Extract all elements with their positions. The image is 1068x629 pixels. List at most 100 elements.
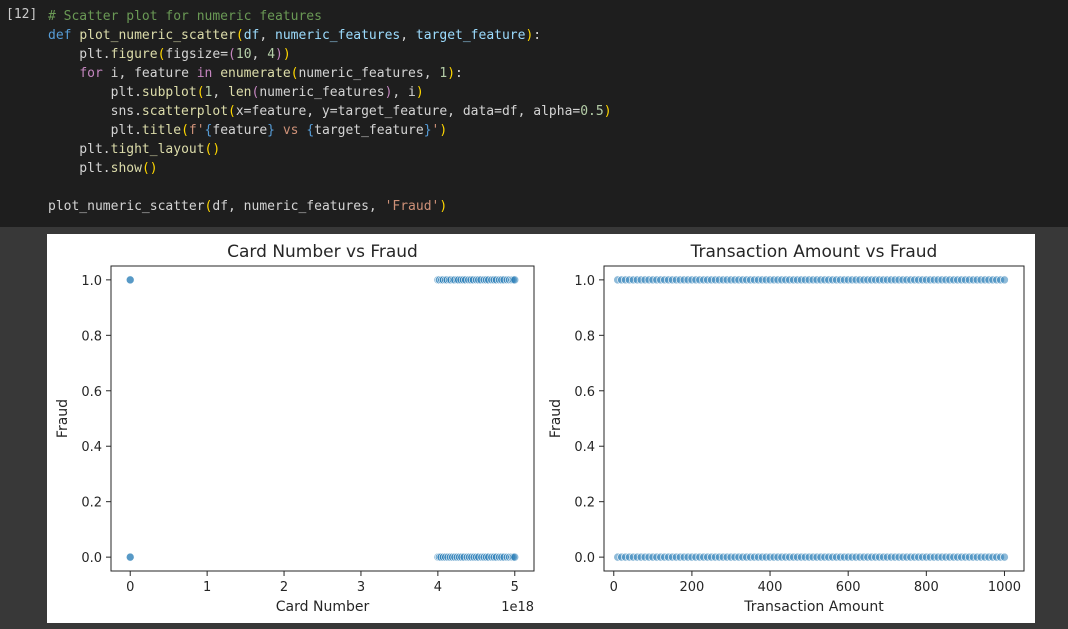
- code-token: for: [79, 66, 111, 81]
- code-token: {: [204, 123, 213, 138]
- code-token: ): [415, 85, 424, 100]
- code-token: plot_numeric_scatter: [48, 199, 205, 214]
- code-token: ): [384, 85, 393, 100]
- code-token: plt.: [48, 85, 142, 100]
- x-tick-label: 3: [357, 580, 365, 595]
- y-tick-label: 0.4: [81, 440, 102, 455]
- code-token: (: [157, 47, 166, 62]
- code-token: 1: [204, 85, 213, 100]
- y-tick-label: 1.0: [574, 274, 595, 289]
- scatter-point: [1000, 552, 1009, 562]
- code-token: df: [243, 28, 260, 43]
- code-token: feature: [212, 123, 268, 138]
- code-token: }: [267, 123, 275, 138]
- code-token: (: [228, 47, 236, 62]
- cell-output: 0 1 2 3 4 5 0.0 0.2 0.4 0.6 0.8 1.0 Card Number vs F…: [47, 234, 1035, 623]
- code-token: 4: [267, 47, 276, 62]
- code-token: numeric_features,: [298, 66, 440, 81]
- code-token: f': [188, 123, 205, 138]
- chart-title: Transaction Amount vs Fraud: [690, 242, 938, 262]
- axes-frame: [110, 265, 535, 572]
- code-token: target_feature: [314, 123, 424, 138]
- chart-title: Card Number vs Fraud: [227, 242, 418, 262]
- code-line: sns.scatterplot(x=feature, y=target_feat…: [48, 102, 612, 121]
- code-token: target_feature: [415, 28, 526, 43]
- code-token: 1: [439, 66, 448, 81]
- code-token: plt.: [48, 142, 111, 157]
- code-token: :: [533, 28, 542, 43]
- code-token: figure: [110, 47, 158, 62]
- x-axis-label: Card Number: [276, 599, 370, 615]
- scatter-point: [510, 275, 520, 285]
- code-token: ): [282, 47, 291, 62]
- axes-frame: [603, 265, 1025, 572]
- code-token: (: [290, 66, 299, 81]
- code-line: [48, 178, 612, 197]
- y-tick-label: 0.4: [574, 440, 595, 455]
- y-tick-label: 0.8: [81, 329, 102, 344]
- code-token: (): [204, 142, 221, 157]
- code-token: }: [423, 123, 432, 138]
- code-token: show: [110, 161, 142, 176]
- code-token: ,: [212, 85, 229, 100]
- x-tick-label: 800: [914, 580, 939, 595]
- execution-count: [12]: [6, 7, 38, 22]
- scatter-point: [125, 275, 135, 285]
- code-line: plot_numeric_scatter(df, numeric_feature…: [48, 197, 612, 216]
- code-token: sns.: [48, 104, 142, 119]
- code-token: (: [204, 199, 213, 214]
- y-tick-label: 0.2: [81, 496, 102, 511]
- code-token: {: [306, 123, 315, 138]
- x-tick-label: 0: [126, 580, 134, 595]
- code-token: 10: [235, 47, 252, 62]
- code-token: # Scatter plot for numeric features: [48, 9, 322, 24]
- code-token: ,: [400, 28, 416, 43]
- scatter-points: [613, 275, 1009, 562]
- code-cell[interactable]: [12] # Scatter plot for numeric features…: [0, 0, 1068, 227]
- chart-1: 0 1 2 3 4 5 0.0 0.2 0.4 0.6 0.8 1.0 Card Number vs F…: [55, 242, 535, 615]
- y-tick-label: 0.0: [81, 551, 102, 566]
- x-tick-label: 400: [758, 580, 783, 595]
- x-axis-label: Transaction Amount: [743, 599, 884, 615]
- x-tick-label: 2: [280, 580, 288, 595]
- code-line: for i, feature in enumerate(numeric_feat…: [48, 64, 612, 83]
- code-token: plot_numeric_scatter: [79, 28, 236, 43]
- code-token: ): [439, 199, 448, 214]
- code-token: vs: [275, 123, 307, 138]
- code-token: [48, 66, 79, 81]
- y-tick-label: 1.0: [81, 274, 102, 289]
- code-token: enumerate: [220, 66, 291, 81]
- code-token: ): [439, 123, 448, 138]
- code-token: numeric_features: [259, 85, 385, 100]
- code-token: :: [455, 66, 463, 81]
- y-tick-label: 0.6: [574, 385, 595, 400]
- code-token: plt.: [48, 47, 111, 62]
- code-token: ,: [259, 28, 275, 43]
- code-token: (: [251, 85, 260, 100]
- code-token: 0.5: [580, 104, 604, 119]
- code-token: subplot: [141, 85, 197, 100]
- scatter-points: [125, 275, 520, 562]
- x-tick-label: 0: [610, 580, 618, 595]
- x-tick-label: 200: [679, 580, 704, 595]
- scatter-point: [125, 552, 135, 562]
- y-tick-label: 0.8: [574, 329, 595, 344]
- code-token: i, feature: [110, 66, 197, 81]
- code-token: (: [181, 123, 189, 138]
- code-token: plt.: [48, 123, 142, 138]
- code-token: title: [141, 123, 182, 138]
- code-line: plt.tight_layout(): [48, 140, 612, 159]
- x-tick-label: 600: [836, 580, 861, 595]
- y-axis-label: Fraud: [548, 399, 564, 438]
- code-editor[interactable]: # Scatter plot for numeric features def p…: [48, 7, 612, 216]
- code-token: 'Fraud': [384, 199, 440, 214]
- x-tick-label: 4: [434, 580, 442, 595]
- code-token: plt.: [48, 161, 111, 176]
- code-token: in: [196, 66, 221, 81]
- code-line: def plot_numeric_scatter(df, numeric_fea…: [48, 26, 612, 45]
- y-tick-label: 0.2: [574, 496, 595, 511]
- scatter-figure: 0 1 2 3 4 5 0.0 0.2 0.4 0.6 0.8 1.0 Card Number vs F…: [55, 242, 1025, 615]
- scatter-point: [1000, 275, 1009, 285]
- code-token: (: [228, 104, 236, 119]
- code-token: figsize=: [165, 47, 229, 62]
